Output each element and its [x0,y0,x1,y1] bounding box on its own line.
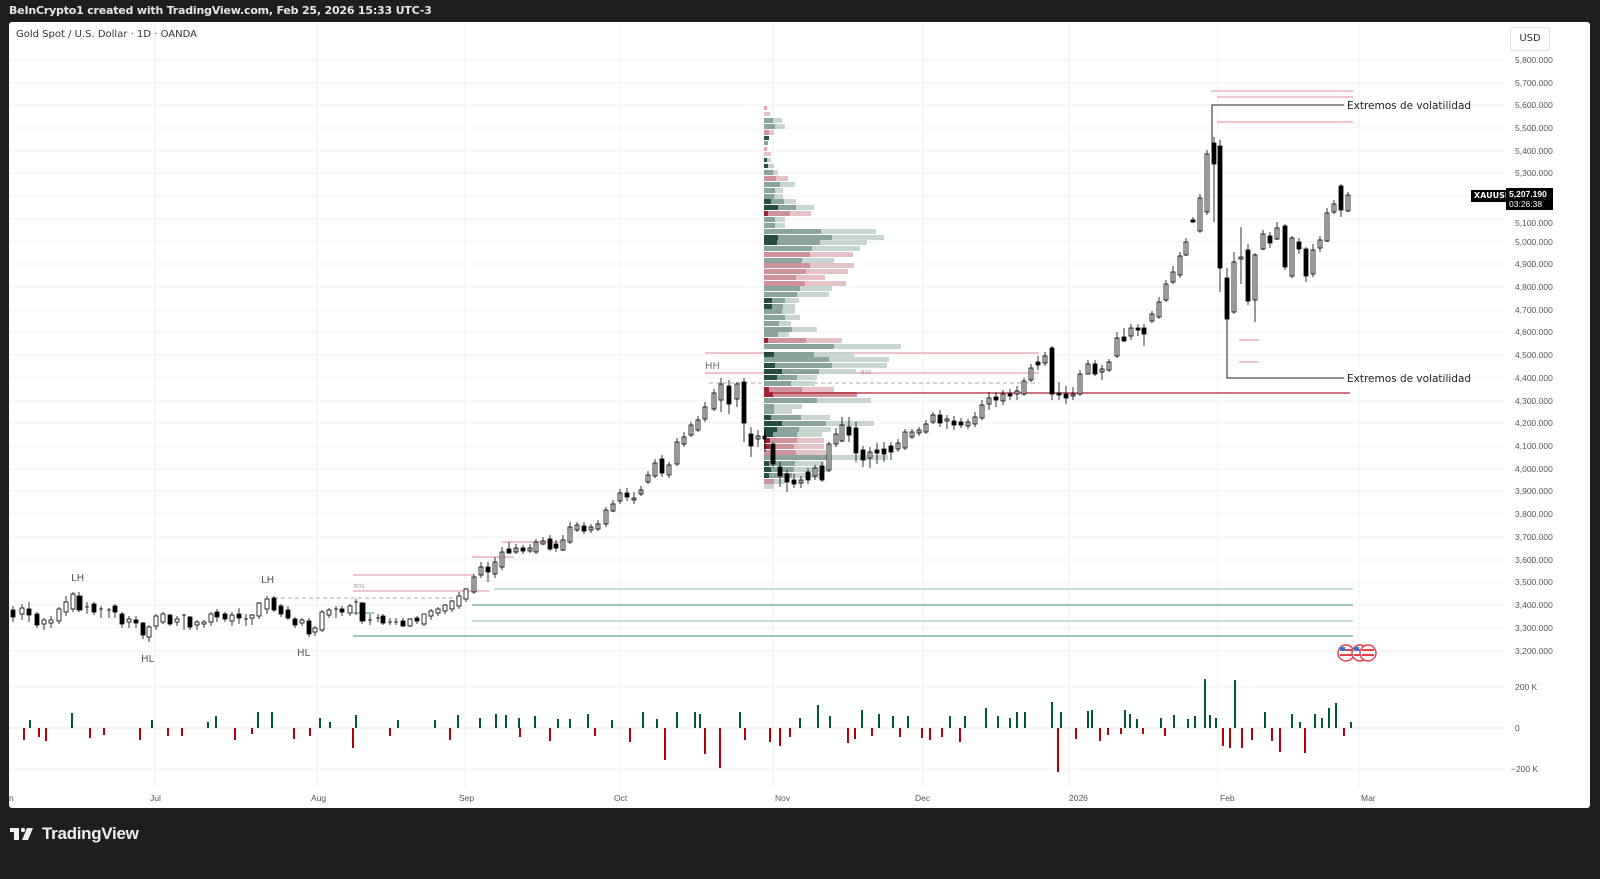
resistance-lines [353,90,1353,592]
chart-title: Gold Spot / U.S. Dollar · 1D · OANDA [16,29,197,40]
svg-text:5,400.000: 5,400.000 [1515,146,1553,156]
svg-text:0: 0 [1515,723,1520,733]
candles-feb [1224,184,1351,322]
svg-text:4,800.000: 4,800.000 [1515,282,1553,292]
last-price: 5,207.190 [1509,189,1547,199]
bos-label-1: BOS [354,584,364,590]
hh-label: HH [705,361,720,372]
svg-text:5,800.000: 5,800.000 [1515,55,1553,65]
candles-sep-oct [471,378,724,594]
svg-text:Feb: Feb [1220,793,1235,803]
svg-text:5,700.000: 5,700.000 [1515,78,1553,88]
chart-panel[interactable]: BOS BOS [9,22,1590,808]
time-axis[interactable]: n Jul Aug Sep Oct Nov Dec 2026 Feb Mar [9,793,1376,803]
svg-text:5,500.000: 5,500.000 [1515,123,1553,133]
volatility-top-label: Extremos de volatilidad [1347,100,1471,112]
svg-text:5,600.000: 5,600.000 [1515,100,1553,110]
currency-button[interactable]: USD [1510,27,1550,51]
footer: TradingView [0,808,1600,879]
svg-text:4,500.000: 4,500.000 [1515,350,1553,360]
symbol-tag: XAUUSD [1471,190,1515,202]
svg-text:3,600.000: 3,600.000 [1515,555,1553,565]
volume-histogram [9,679,1504,772]
last-price-badge: 5,207.190 03:26:38 [1506,188,1553,210]
attribution-bar: BeInCrypto1 created with TradingView.com… [0,0,1600,22]
support-lines [353,588,1353,637]
volume-profile [764,106,901,489]
hl-label-1: HL [141,654,155,665]
svg-text:Jul: Jul [150,793,161,803]
hl-label-2: HL [297,648,311,659]
us-flag-icon [1337,644,1355,662]
candles-jun-aug [10,588,469,642]
tradingview-logo[interactable]: TradingView [10,824,139,844]
svg-text:n: n [9,793,14,803]
svg-text:Aug: Aug [311,793,326,803]
svg-text:4,600.000: 4,600.000 [1515,327,1553,337]
dashed-liquidity-lines [274,382,1039,599]
horizontal-gridlines [9,59,1504,770]
vertical-gridlines [154,22,1360,788]
candles-oct-nov [726,378,908,492]
svg-text:Oct: Oct [614,793,628,803]
svg-text:3,200.000: 3,200.000 [1515,646,1553,656]
attribution-text: BeInCrypto1 created with TradingView.com… [9,4,432,17]
svg-text:3,400.000: 3,400.000 [1515,600,1553,610]
svg-text:3,900.000: 3,900.000 [1515,486,1553,496]
bos-label-2: BOS [861,370,871,376]
svg-text:4,200.000: 4,200.000 [1515,418,1553,428]
svg-text:5,100.000: 5,100.000 [1515,218,1553,228]
svg-text:4,700.000: 4,700.000 [1515,305,1553,315]
svg-text:3,800.000: 3,800.000 [1515,509,1553,519]
svg-text:3,500.000: 3,500.000 [1515,577,1553,587]
svg-text:4,300.000: 4,300.000 [1515,396,1553,406]
svg-text:5,300.000: 5,300.000 [1515,168,1553,178]
volatility-bottom-label: Extremos de volatilidad [1347,373,1471,385]
svg-text:Mar: Mar [1361,793,1376,803]
svg-text:4,000.000: 4,000.000 [1515,464,1553,474]
svg-text:4,900.000: 4,900.000 [1515,259,1553,269]
candlesticks [10,137,1351,642]
brand-name: TradingView [42,824,139,843]
tradingview-logo-icon [10,827,33,840]
economic-events-icons[interactable] [1337,644,1377,662]
us-flag-icon [1359,644,1377,662]
volatility-extremes-lines [1211,104,1344,379]
svg-text:2026: 2026 [1069,793,1088,803]
svg-text:3,700.000: 3,700.000 [1515,532,1553,542]
candles-dec-jan [909,137,1223,439]
svg-text:Dec: Dec [915,793,931,803]
bar-countdown: 03:26:38 [1509,199,1543,209]
svg-text:200 K: 200 K [1515,682,1538,692]
price-axis[interactable]: 5,800.000 5,700.000 5,600.000 5,500.000 … [1511,55,1553,774]
svg-text:5,000.000: 5,000.000 [1515,237,1553,247]
svg-text:3,300.000: 3,300.000 [1515,623,1553,633]
svg-text:4,400.000: 4,400.000 [1515,373,1553,383]
svg-text:−200 K: −200 K [1511,764,1539,774]
svg-text:Sep: Sep [459,793,474,803]
svg-text:Nov: Nov [775,793,791,803]
symbol-label: XAUUSD [1474,191,1512,200]
lh-label-1: LH [71,573,84,584]
lh-label-2: LH [261,575,274,586]
price-chart-canvas[interactable]: BOS BOS [9,22,1590,808]
svg-text:4,100.000: 4,100.000 [1515,441,1553,451]
